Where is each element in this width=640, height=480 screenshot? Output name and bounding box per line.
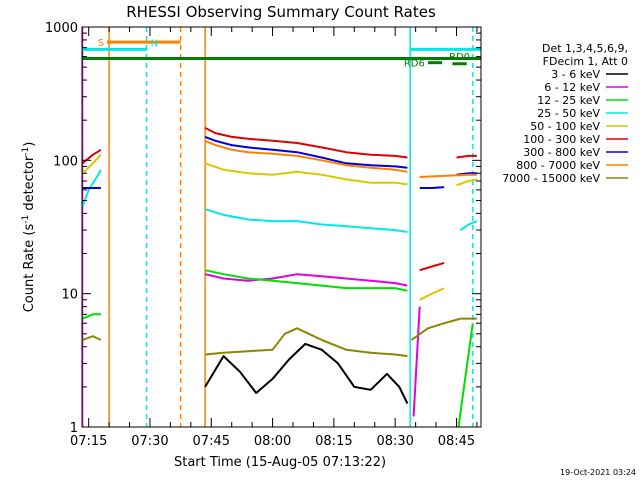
x-axis-label: Start Time (15-Aug-05 07:13:22) — [174, 455, 386, 470]
x-tick-label: 08:30 — [376, 434, 413, 449]
legend-entry: 100 - 300 keV — [523, 133, 600, 146]
series-line — [204, 135, 408, 169]
legend-header: FDecim 1, Att 0 — [543, 55, 628, 68]
legend: Det 1,3,4,5,6,9,FDecim 1, Att 03 - 6 keV… — [502, 42, 628, 185]
legend-entry: 50 - 100 keV — [530, 120, 600, 133]
x-tick-label: 07:45 — [193, 434, 230, 449]
legend-entry: 25 - 50 keV — [537, 107, 600, 120]
y-axis-label: Count Rate (s-1 detector-1) — [21, 142, 37, 313]
y-tick-label: 100 — [53, 154, 78, 169]
series-line — [204, 269, 408, 292]
series-line — [456, 178, 478, 187]
flag-label: RD6 — [404, 59, 425, 70]
series-line — [457, 323, 474, 428]
series-line — [204, 162, 408, 186]
series-line — [81, 154, 102, 175]
y-axis-label-end: ) — [22, 142, 37, 147]
y-axis-label-sup2: -1 — [21, 147, 31, 156]
legend-entry: 7000 - 15000 keV — [502, 172, 600, 185]
data-series — [81, 127, 478, 428]
legend-entry: 300 - 800 keV — [523, 146, 600, 159]
series-line — [82, 335, 102, 341]
series-line — [419, 287, 445, 301]
series-line — [456, 154, 477, 159]
flag-bars: S N RD0 RD6 — [82, 38, 481, 70]
x-tick-label: 07:15 — [70, 434, 107, 449]
series-line — [419, 186, 445, 189]
legend-entry: 800 - 7000 keV — [516, 159, 600, 172]
legend-entry: 6 - 12 keV — [544, 81, 600, 94]
series-line — [82, 313, 101, 320]
series-line — [81, 169, 102, 207]
y-axis-label-sup1: -1 — [21, 215, 31, 224]
y-axis-label-mid: detector — [22, 155, 37, 215]
flag-label: N — [151, 38, 158, 49]
series-line — [419, 173, 477, 178]
series-line — [419, 261, 445, 272]
flag-label: S — [98, 38, 104, 49]
series-line — [412, 306, 421, 417]
x-tick-label: 07:30 — [131, 434, 168, 449]
series-line — [205, 327, 408, 358]
x-tick-label: 08:00 — [254, 434, 291, 449]
flag-label: RD0 — [449, 52, 470, 63]
x-axis: 07:15 07:30 07:45 08:00 08:15 08:30 08:45 — [70, 27, 478, 449]
y-tick-label: 10 — [61, 288, 78, 303]
y-tick-label: 1000 — [45, 21, 78, 36]
legend-entry: 3 - 6 keV — [551, 68, 600, 81]
x-tick-label: 08:45 — [438, 434, 475, 449]
y-tick-label: 1 — [70, 421, 78, 436]
series-line — [204, 127, 408, 159]
x-tick-label: 08:15 — [315, 434, 352, 449]
legend-header: Det 1,3,4,5,6,9, — [542, 42, 628, 55]
vertical-markers — [81, 27, 474, 427]
timestamp: 19-Oct-2021 03:24 — [560, 468, 636, 477]
series-line — [204, 273, 408, 287]
legend-entry: 12 - 25 keV — [537, 94, 600, 107]
series-line — [460, 220, 478, 231]
series-line — [204, 139, 408, 173]
plot-frame — [81, 26, 482, 428]
series-line — [410, 317, 477, 341]
series-line — [204, 208, 408, 233]
series-line — [204, 342, 409, 404]
plot-area: S N RD0 RD6 — [81, 26, 482, 428]
y-axis-label-main: Count Rate (s — [22, 224, 37, 313]
y-axis: 1 10 100 1000 — [45, 21, 481, 436]
chart-title: RHESSI Observing Summary Count Rates — [126, 3, 436, 21]
